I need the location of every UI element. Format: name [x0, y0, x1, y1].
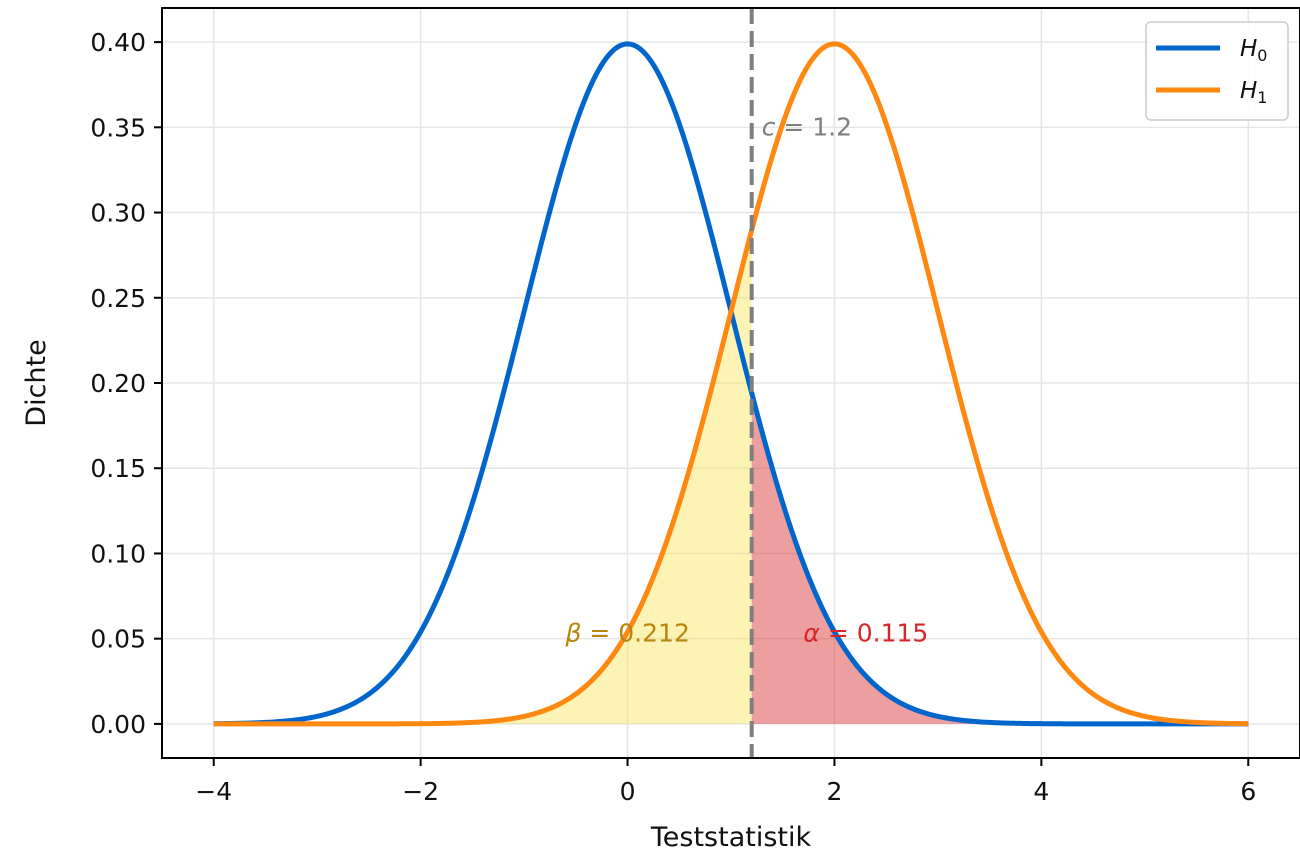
- critical-value-text: = 1.2: [775, 112, 852, 141]
- alpha-region: [751, 392, 1249, 724]
- x-tick-label: 4: [1033, 777, 1049, 806]
- shaded-regions: [213, 230, 1249, 724]
- x-tick-label: 2: [827, 777, 843, 806]
- x-tick-label: −4: [195, 777, 232, 806]
- legend-label-sub: 0: [1257, 46, 1267, 65]
- legend-label-h1: H1: [1240, 78, 1267, 107]
- y-tick-label: 0.15: [90, 454, 146, 483]
- y-tick-label: 0.00: [90, 710, 146, 739]
- annotation-symbol: β: [564, 619, 581, 648]
- y-tick-label: 0.40: [90, 28, 146, 57]
- y-axis-label: Dichte: [21, 339, 52, 426]
- annotation-label: β = 0.212: [564, 619, 689, 648]
- density-curves: [213, 41, 1249, 727]
- x-tick-label: 0: [620, 777, 636, 806]
- annotation-value: = 0.212: [581, 619, 689, 648]
- legend-label-main: H: [1240, 36, 1257, 62]
- critical-value-symbol: c: [762, 112, 776, 141]
- annotations: c = 1.2 β = 0.212 α = 0.115: [564, 112, 928, 647]
- critical-value-label: c = 1.2: [762, 112, 852, 141]
- legend-label-sub: 1: [1257, 88, 1267, 107]
- legend-label-h0: H0: [1240, 36, 1267, 65]
- x-tick-label: −2: [402, 777, 439, 806]
- grid: [162, 8, 1300, 758]
- h1-curve: [213, 41, 1249, 727]
- annotation-value: = 0.115: [820, 619, 928, 648]
- x-tick-label: 6: [1240, 777, 1256, 806]
- legend-label-main: H: [1240, 78, 1257, 104]
- beta-region: [213, 230, 752, 724]
- axes: −4 −2 0 2 4 6 0.00 0.05 0.10 0.15 0.20 0.25 0.30 0.35…: [90, 7, 1300, 806]
- annotation-symbol: α: [803, 619, 820, 648]
- x-axis-label: Teststatistik: [650, 822, 812, 853]
- y-tick-label: 0.35: [90, 113, 146, 142]
- y-tick-label: 0.10: [90, 539, 146, 568]
- y-tick-label: 0.30: [90, 199, 146, 228]
- y-tick-label: 0.20: [90, 369, 146, 398]
- y-tick-label: 0.05: [90, 625, 146, 654]
- annotation-label: α = 0.115: [803, 619, 928, 648]
- y-tick-label: 0.25: [90, 284, 146, 313]
